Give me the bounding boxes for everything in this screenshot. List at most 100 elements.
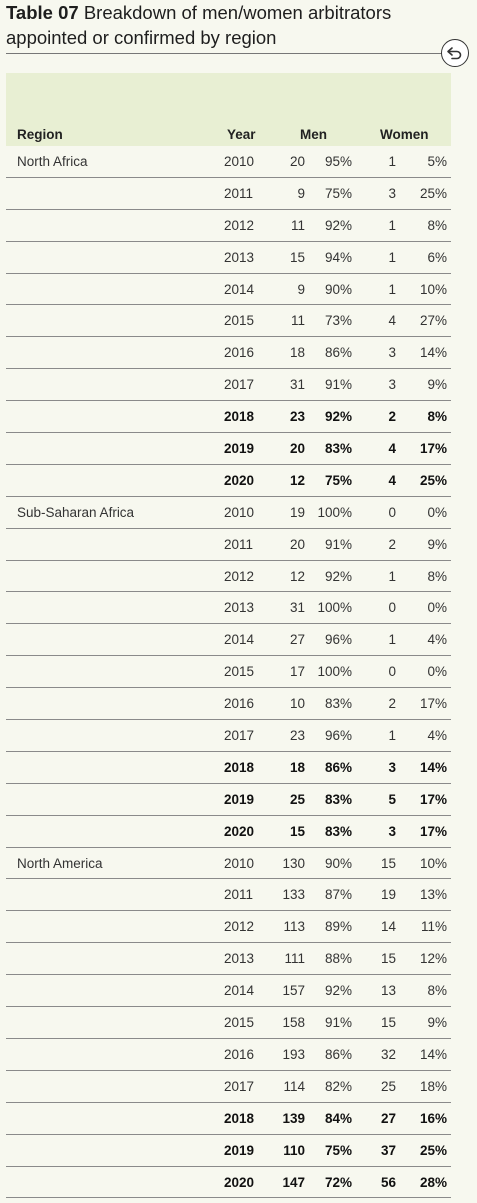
cell-women-percent: 27% [419,313,447,329]
cell-men-percent: 73% [324,313,352,329]
cell-women-count: 2 [388,696,396,712]
column-header-region: Region [17,127,63,142]
cell-women-count: 1 [388,249,396,265]
cell-men-percent: 100% [317,600,352,616]
cell-men-percent: 95% [324,154,352,169]
cell-women-percent: 14% [419,759,447,775]
cell-year: 2013 [224,951,255,967]
cell-men-percent: 88% [324,951,352,967]
cell-women-percent: 17% [419,791,447,807]
cell-men-percent: 96% [324,728,352,744]
table-row: 2018 139 84% 27 16% [6,1103,451,1135]
back-button[interactable] [441,39,469,67]
cell-women-percent: 17% [419,823,447,839]
cell-women-percent: 0% [427,664,447,680]
table-row: 2011 133 87% 19 13% [6,879,451,912]
cell-women-count: 4 [388,472,396,488]
column-header-men: Men [300,127,327,142]
cell-women-percent: 17% [419,696,447,712]
cell-men-percent: 90% [324,855,352,871]
cell-men-percent: 86% [324,1046,352,1062]
cell-women-percent: 13% [419,887,447,903]
cell-women-percent: 6% [427,249,447,265]
cell-women-percent: 8% [427,409,447,425]
cell-women-count: 37 [380,1142,396,1158]
table-row: North America 2010 130 90% 15 10% [6,848,451,880]
cell-women-percent: 18% [419,1078,447,1094]
table-row: 2012 113 89% 14 11% [6,911,451,944]
cell-year: 2014 [224,983,255,999]
cell-men-percent: 72% [324,1174,352,1190]
table-caption: Breakdown of men/women arbitrators appoi… [6,2,392,48]
cell-men-percent: 84% [324,1110,352,1126]
cell-men-percent: 86% [324,759,352,775]
cell-men-count: 15 [289,823,305,839]
cell-women-percent: 8% [427,568,447,584]
cell-women-count: 15 [380,1015,396,1031]
cell-year: 2016 [224,696,255,712]
cell-women-percent: 17% [419,441,447,457]
cell-year: 2020 [224,472,255,488]
cell-year: 2019 [224,441,255,457]
cell-women-percent: 28% [419,1174,447,1190]
cell-men-count: 157 [282,983,305,999]
cell-women-percent: 5% [427,154,447,169]
cell-men-count: 18 [289,345,305,361]
cell-women-percent: 14% [419,1046,447,1062]
table-row: 2020 15 83% 3 17% [6,816,451,848]
cell-men-percent: 83% [324,441,352,457]
table-header [6,73,451,146]
cell-year: 2020 [224,1174,255,1190]
cell-women-percent: 25% [419,185,447,201]
cell-women-percent: 16% [419,1110,447,1126]
cell-men-percent: 87% [324,887,352,903]
cell-women-count: 1 [388,632,396,648]
table-row: 2016 10 83% 2 17% [6,688,451,721]
cell-year: 2017 [224,1078,255,1094]
table-number: Table 07 [6,2,79,23]
cell-women-count: 2 [388,409,396,425]
cell-women-count: 15 [380,951,396,967]
cell-year: 2017 [224,377,255,393]
cell-men-percent: 92% [324,217,352,233]
cell-women-count: 3 [388,377,396,393]
cell-women-count: 3 [388,823,396,839]
cell-women-count: 56 [380,1174,396,1190]
table-row: 2019 110 75% 37 25% [6,1135,451,1167]
cell-women-count: 0 [388,504,396,520]
table-row: 2015 11 73% 4 27% [6,305,451,338]
cell-women-count: 32 [380,1046,396,1062]
cell-year: 2012 [224,217,255,233]
cell-women-count: 13 [380,983,396,999]
cell-men-percent: 89% [324,919,352,935]
cell-women-count: 2 [388,536,396,552]
cell-men-percent: 96% [324,632,352,648]
cell-women-percent: 0% [427,600,447,616]
back-arrow-icon [447,47,462,60]
cell-men-count: 18 [289,759,305,775]
cell-men-percent: 75% [324,1142,352,1158]
cell-men-percent: 83% [324,823,352,839]
cell-women-count: 15 [380,855,396,871]
cell-men-count: 17 [289,664,305,680]
cell-men-count: 11 [290,313,305,329]
table-row: 2019 25 83% 5 17% [6,784,451,816]
table-row: 2011 20 91% 2 9% [6,529,451,561]
cell-women-percent: 8% [427,217,447,233]
cell-men-percent: 75% [324,185,352,201]
cell-women-percent: 0% [427,504,447,520]
cell-year: 2015 [224,664,255,680]
cell-men-percent: 91% [324,1015,352,1031]
cell-men-percent: 82% [324,1078,352,1094]
cell-year: 2019 [224,791,255,807]
cell-men-count: 31 [289,377,305,393]
cell-men-count: 12 [289,568,305,584]
cell-women-count: 0 [388,600,396,616]
cell-region: North Africa [17,154,88,169]
table-row: 2020 12 75% 4 25% [6,465,451,497]
cell-year: 2010 [224,504,255,520]
table-row: 2015 17 100% 0 0% [6,656,451,689]
title-divider [6,53,444,54]
cell-men-percent: 100% [317,504,352,520]
table-row: 2016 18 86% 3 14% [6,337,451,370]
